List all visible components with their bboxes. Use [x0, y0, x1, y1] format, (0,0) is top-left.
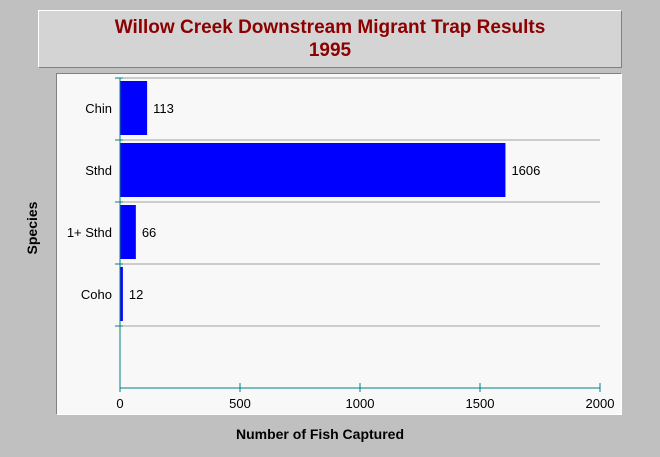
bar-chin — [120, 81, 148, 135]
x-tick-label: 2000 — [586, 396, 615, 411]
x-tick-label: 0 — [116, 396, 123, 411]
bar-value-label: 66 — [142, 225, 156, 240]
chart-subtitle-year: 1995 — [308, 40, 352, 61]
bar-1-sthd — [120, 205, 136, 259]
category-label: 1+ Sthd — [67, 225, 112, 240]
x-tick-label: 1500 — [466, 396, 495, 411]
bar-coho — [120, 267, 123, 321]
bar-value-label: 113 — [153, 101, 174, 116]
plot-panel — [56, 73, 622, 415]
bar-value-labels: 113 1606 66 12 — [129, 101, 540, 302]
x-tick-label: 1000 — [346, 396, 375, 411]
bar-sthd — [120, 143, 506, 197]
x-tick-labels: 0 500 1000 1500 2000 — [116, 396, 614, 411]
y-axis-title: Species — [24, 201, 40, 254]
x-axis-title: Number of Fish Captured — [236, 426, 404, 442]
category-label: Chin — [85, 101, 112, 116]
category-label: Sthd — [85, 163, 112, 178]
axes — [115, 77, 601, 392]
bars — [120, 81, 506, 321]
gridlines — [120, 77, 600, 327]
bar-value-label: 12 — [129, 287, 143, 302]
chart-title-box: Willow Creek Downstream Migrant Trap Res… — [38, 10, 622, 68]
bar-value-label: 1606 — [511, 163, 540, 178]
category-labels: Chin Sthd 1+ Sthd Coho — [67, 101, 112, 302]
category-label: Coho — [81, 287, 112, 302]
chart-title: Willow Creek Downstream Migrant Trap Res… — [114, 17, 546, 38]
x-tick-label: 500 — [229, 396, 251, 411]
